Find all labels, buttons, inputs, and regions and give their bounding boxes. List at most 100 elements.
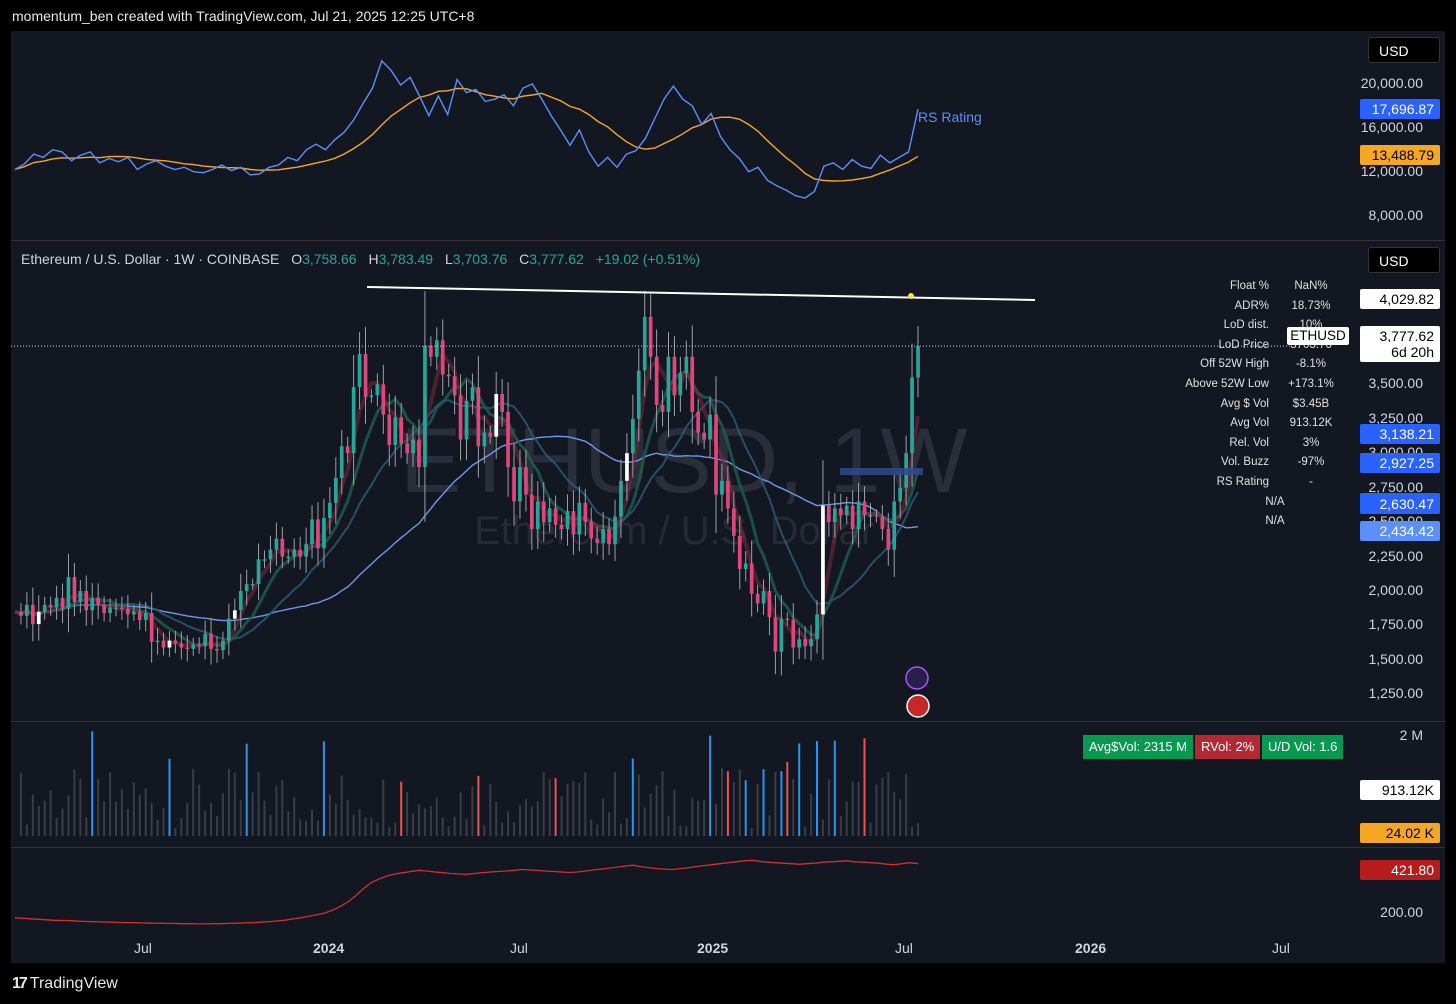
volume-bar <box>269 815 272 836</box>
candle-body <box>737 535 742 569</box>
candle-body <box>399 417 403 444</box>
candle-body <box>215 648 219 651</box>
volume-bar <box>673 789 676 836</box>
candle-body <box>60 597 65 609</box>
pane-separator[interactable] <box>11 240 1445 241</box>
candle-body <box>179 643 184 648</box>
candle-body <box>458 395 463 440</box>
volume-bar <box>554 778 557 836</box>
candle-body <box>862 501 867 516</box>
candle-body <box>565 511 570 529</box>
candle-body <box>506 411 510 467</box>
zone-marker <box>840 468 923 475</box>
volume-bar <box>216 816 218 836</box>
symbol-legend[interactable]: Ethereum / U.S. Dollar · 1W · COINBASE O… <box>21 251 700 267</box>
candle-body <box>393 417 398 445</box>
time-axis-label: Jul <box>1272 940 1290 956</box>
candle-body <box>345 446 350 454</box>
pane-separator[interactable] <box>11 847 1445 848</box>
candle-body <box>310 519 314 545</box>
volume-bar <box>792 779 795 836</box>
volume-bar <box>584 772 587 836</box>
candle-body <box>833 508 837 523</box>
candle-body <box>126 608 130 615</box>
candle-body <box>660 405 665 412</box>
candle-body <box>54 597 59 608</box>
bar-countdown-tag: 6d 20h <box>1360 342 1440 362</box>
currency-button[interactable]: USD <box>1368 37 1440 63</box>
volume-bar <box>715 803 717 836</box>
volume-bar <box>31 794 34 836</box>
pane-separator[interactable] <box>11 721 1445 722</box>
stats-value: 18.73% <box>1291 299 1331 312</box>
candle-body <box>173 640 178 644</box>
volume-bar <box>239 799 242 836</box>
volume-bar <box>536 801 539 836</box>
volume-bar <box>358 809 361 836</box>
watermark-description: Ethereum / U.S. Dollar <box>474 509 874 553</box>
candle-body <box>221 640 225 651</box>
stats-value: N/A <box>1265 515 1285 528</box>
brand-text: TradingView <box>29 975 118 992</box>
stats-table: Float % NaN% ADR% 18.73% LoD dist. 10% LoD Pri… <box>1185 280 1345 535</box>
stats-label: Vol. Buzz <box>1221 456 1269 469</box>
stats-row: Off 52W High -8.1% <box>1185 358 1345 378</box>
candle-body <box>280 538 285 557</box>
volume-bar <box>162 808 165 836</box>
candle-body <box>613 516 617 545</box>
candle-body <box>114 607 118 609</box>
volume-bar <box>263 800 266 836</box>
volume-bar <box>233 772 236 836</box>
candle-body <box>137 611 142 620</box>
price-axis-tick: 2,250.00 <box>1368 547 1424 564</box>
candle-body <box>440 340 445 375</box>
candle-body <box>666 356 671 412</box>
candle-body <box>500 394 504 412</box>
volume-bar <box>210 802 212 836</box>
volume-bar <box>364 817 367 836</box>
volume-bar <box>55 818 58 836</box>
time-axis-label: Jul <box>134 940 152 956</box>
lower-indicator-pane <box>14 859 919 925</box>
moving-average-tag: 2,927.25 <box>1360 453 1440 474</box>
volume-bar <box>477 775 480 836</box>
candle-body <box>227 618 231 641</box>
candle-body <box>773 617 778 652</box>
ma-20-line <box>14 369 920 647</box>
time-axis-label: Jul <box>895 940 913 956</box>
volume-bar <box>756 784 759 836</box>
candle-body <box>185 647 190 649</box>
volume-bar <box>590 819 593 836</box>
candle-body <box>535 501 540 530</box>
volume-bar <box>144 788 147 836</box>
candle-body <box>553 508 558 525</box>
currency-button[interactable]: USD <box>1368 247 1440 273</box>
stats-value: 913.12K <box>1289 417 1333 430</box>
candle-body <box>42 604 47 612</box>
candle-body <box>910 377 914 454</box>
candle-body <box>732 508 736 536</box>
volume-bar <box>471 786 474 836</box>
volume-bar <box>79 778 82 836</box>
time-axis-label: 2024 <box>313 940 345 956</box>
candle-body <box>708 414 712 440</box>
volume-bar <box>67 795 70 836</box>
tradingview-brand[interactable]: 17 TradingView <box>12 975 118 993</box>
trendline-anchor-point <box>908 293 914 299</box>
indicator-value-tag: 421.80 <box>1360 860 1440 880</box>
volume-bar <box>441 817 444 836</box>
stats-row: RS Rating - <box>1185 476 1345 496</box>
volume-bar <box>429 805 432 836</box>
volume-bar <box>738 769 741 836</box>
volume-bar <box>465 818 468 836</box>
volume-bar <box>221 793 224 836</box>
volume-bar <box>845 801 848 836</box>
candle-body <box>78 591 83 602</box>
candle-body <box>488 432 493 437</box>
volume-bar <box>560 796 563 836</box>
candle-body <box>351 387 356 454</box>
candle-body <box>684 356 689 374</box>
volume-bar <box>625 818 628 836</box>
candle-body <box>304 544 308 557</box>
